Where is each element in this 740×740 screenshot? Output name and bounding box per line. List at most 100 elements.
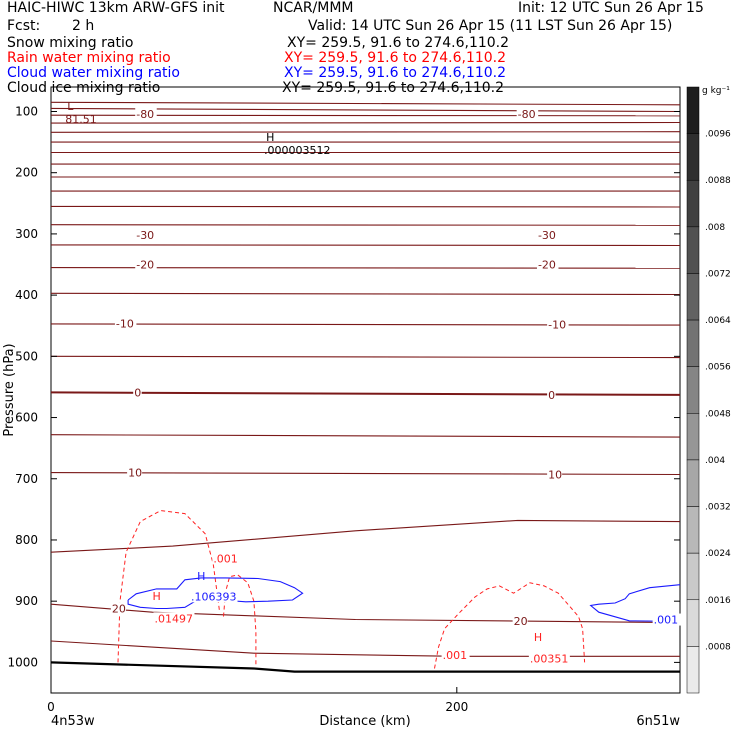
colorbar-swatch: [686, 459, 700, 507]
colorbar-swatch: [686, 646, 700, 694]
isotherm-label: -80: [518, 108, 536, 121]
isotherm-label-halo: [547, 468, 563, 481]
isotherm-line: [50, 603, 681, 624]
colorbar-swatch: [686, 226, 700, 274]
extremum-value: 81.51: [65, 113, 97, 126]
cloud-water-contour: [127, 577, 304, 610]
cloud-contour-label-halo: [652, 613, 681, 626]
colorbar-level-label: .0064: [705, 316, 731, 326]
isotherm-label-halo: [516, 107, 539, 120]
y-tick-label: 400: [15, 288, 38, 302]
isotherm-label: 10: [548, 468, 562, 481]
isotherm-label: 20: [514, 615, 528, 628]
colorbar-level-label: .0032: [705, 503, 731, 513]
isotherm-line: [50, 323, 681, 326]
colorbar-swatch: [686, 599, 700, 647]
isotherm-label-halo: [512, 614, 528, 627]
isotherm-line: [50, 292, 681, 296]
field-name-cloud: Cloud water mixing ratio: [7, 65, 180, 81]
isotherm-label-halo: [536, 229, 559, 242]
colorbar-swatch: [686, 179, 700, 228]
colorbar-swatch: [686, 319, 700, 367]
colorbar-level-label: .008: [705, 223, 725, 233]
colorbar-swatch: [686, 366, 700, 414]
colorbar-level-label: .0072: [705, 269, 731, 279]
field-xy-ice: XY= 259.5, 91.6 to 274.6,110.2: [282, 80, 505, 96]
isotherm-label-halo: [536, 258, 559, 271]
ground-layer: [50, 661, 680, 673]
colorbar-swatch: [686, 506, 700, 554]
contour-label-layer: -80 -80 -30 -30 -20 -20 -10 -10 0 0 10 10 20 20 .001 .0…: [65, 100, 681, 666]
isotherm-label: -30: [538, 229, 556, 242]
extremum-marker: H: [152, 590, 160, 603]
isotherm-line: [50, 640, 680, 657]
isotherm-line: [50, 131, 681, 133]
isotherm-label-halo: [135, 258, 157, 271]
y-tick-label: 800: [15, 533, 38, 547]
cloud-contour-label-halo: [190, 590, 238, 603]
colorbar-unit: g kg⁻¹: [702, 86, 730, 96]
y-tick-label: 1000: [7, 655, 38, 669]
model-title: HAIC-HIWC 13km ARW-GFS init: [7, 0, 225, 16]
forecast-hours: 2 h: [72, 18, 95, 34]
colorbar-level-label: .004: [705, 456, 725, 466]
isotherm-label: -20: [136, 259, 154, 272]
rain-contour: [117, 510, 220, 663]
extremum-marker: H: [534, 631, 542, 644]
isotherm-line: [50, 391, 681, 396]
isotherm-layer: [50, 101, 681, 673]
colorbar-swatch: [686, 413, 700, 461]
valid-time: Valid: 14 UTC Sun 26 Apr 15 (11 LST Sun …: [308, 18, 673, 34]
isotherm-label-halo: [547, 388, 556, 401]
isotherm-line: [50, 121, 681, 124]
cloud-contour-layer: [127, 577, 681, 622]
y-tick-label: 700: [15, 472, 38, 486]
rain-contour-label-halo: [441, 649, 470, 662]
y-tick-label: 200: [15, 166, 38, 180]
rain-contour-label: .01497: [154, 612, 193, 625]
x-end-location: 6n51w: [636, 714, 680, 729]
extremum-marker: L: [67, 100, 74, 113]
isotherm-label-halo: [135, 107, 157, 120]
colorbar-level-label: .0096: [705, 130, 731, 140]
isotherm-label: -10: [548, 319, 566, 332]
isotherm-label: -80: [136, 108, 154, 121]
ground-surface-line: [50, 661, 680, 673]
y-tick-label: 300: [15, 227, 38, 241]
init-time: Init: 12 UTC Sun 26 Apr 15: [518, 0, 704, 16]
colorbar-swatch: [686, 86, 700, 134]
colorbar-level-label: .0008: [705, 642, 731, 652]
x-axis-label: Distance (km): [319, 714, 410, 729]
x-start-location: 4n53w: [51, 714, 95, 729]
y-tick-label: 500: [15, 349, 38, 363]
isotherm-line: [50, 472, 681, 476]
rain-contour: [223, 574, 257, 666]
field-xy-cloud: XY= 259.5, 91.6 to 274.6,110.2: [284, 65, 507, 81]
colorbar-level-label: .0048: [705, 409, 731, 419]
colorbar-swatch: [686, 552, 700, 601]
rain-contour-label: .00351: [530, 653, 569, 666]
field-name-ice: Cloud ice mixing ratio: [7, 80, 161, 96]
isotherm-line: [50, 205, 681, 208]
y-axis-label: Pressure (hPa): [2, 343, 17, 436]
isotherm-label-halo: [114, 317, 137, 330]
isotherm-label: 10: [128, 467, 142, 480]
cloud-water-contour: [589, 584, 681, 622]
isotherm-label: -30: [136, 229, 154, 242]
rain-contour-label: .001: [443, 649, 468, 662]
field-xy-rain: XY= 259.5, 91.6 to 274.6,110.2: [284, 50, 507, 66]
y-tick-label: 100: [15, 104, 38, 118]
colorbar-level-label: .0056: [705, 363, 731, 373]
field-name-snow: Snow mixing ratio: [7, 35, 134, 51]
isotherm-line: [50, 661, 680, 673]
colorbar-level-label: .0024: [705, 549, 731, 559]
colorbar-level-label: .0016: [705, 596, 731, 606]
rain-contour-label-halo: [528, 652, 570, 665]
colorbar-swatch: [686, 133, 700, 181]
x-tick-label: 0: [47, 700, 55, 714]
extremum-marker: H: [266, 131, 274, 144]
y-tick-label: 600: [15, 411, 38, 425]
cloud-contour-label: .106393: [191, 590, 237, 603]
isotherm-line: [50, 224, 681, 226]
